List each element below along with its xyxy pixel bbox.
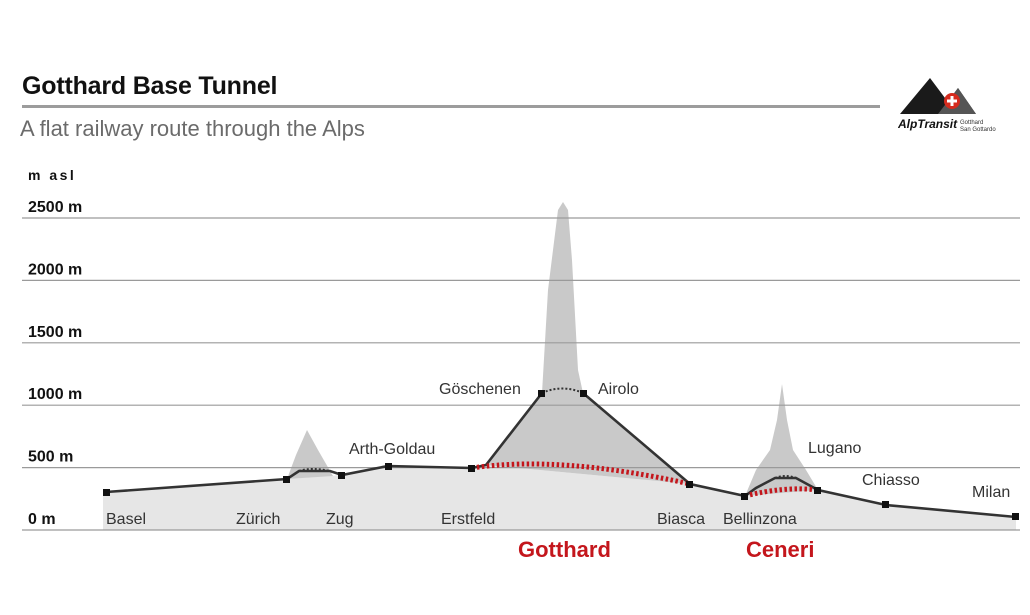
marker-bellinzona: [741, 493, 748, 500]
y-tick-label: 1000 m: [28, 386, 82, 403]
goschenen-airolo-tunnel: [541, 387, 584, 394]
station-label-basel: Basel: [106, 511, 146, 528]
station-label-goschenen: Göschenen: [439, 381, 521, 398]
station-label-zug: Zug: [326, 511, 354, 528]
marker-erstfeld: [468, 465, 475, 472]
station-markers: [103, 390, 1019, 520]
station-label-biasca: Biasca: [657, 511, 705, 528]
y-tick-label: 2000 m: [28, 261, 82, 278]
ground-area: [103, 465, 1016, 530]
station-label-bellinzona: Bellinzona: [723, 511, 797, 528]
station-label-chiasso: Chiasso: [862, 472, 920, 489]
y-tick-label: 500 m: [28, 449, 73, 466]
railway-line-south: [582, 392, 1017, 519]
station-label-erstfeld: Erstfeld: [441, 511, 495, 528]
gotthard-massif: [486, 202, 690, 484]
page-subtitle: A flat railway route through the Alps: [20, 116, 365, 141]
marker-goschenen: [538, 390, 545, 397]
alptransit-logo: AlpTransit Gotthard San Gottardo: [898, 78, 996, 133]
y-tick-label: 2500 m: [28, 199, 82, 216]
station-label-zurich: Zürich: [236, 511, 280, 528]
marker-airolo: [580, 390, 587, 397]
marker-zurich: [283, 476, 290, 483]
marker-lugano: [814, 487, 821, 494]
station-label-lugano: Lugano: [808, 440, 861, 457]
y-tick-label: 1500 m: [28, 324, 82, 341]
station-label-airolo: Airolo: [598, 381, 639, 398]
marker-milan: [1012, 513, 1019, 520]
logo-name: AlpTransit: [898, 117, 958, 131]
station-label-milan: Milan: [972, 484, 1010, 501]
title-divider: [22, 105, 880, 108]
tunnel-label-gotthard: Gotthard: [518, 537, 611, 562]
page-title: Gotthard Base Tunnel: [22, 72, 278, 100]
marker-arth-goldau: [385, 463, 392, 470]
ceneri-base-tunnel: [744, 486, 819, 499]
zug-mountain: [287, 430, 333, 479]
marker-chiasso: [882, 501, 889, 508]
axis-unit-label: m asl: [28, 167, 76, 183]
marker-zug: [338, 472, 345, 479]
station-label-arth-goldau: Arth-Goldau: [349, 441, 435, 458]
tunnel-label-ceneri: Ceneri: [746, 537, 814, 562]
marker-biasca: [686, 481, 693, 488]
gridlines: [22, 217, 1020, 531]
gotthard-base-tunnel: [471, 461, 691, 487]
y-tick-label: 0 m: [28, 511, 56, 528]
logo-sub2: San Gottardo: [960, 127, 996, 133]
marker-basel: [103, 489, 110, 496]
logo-sub1: Gotthard: [960, 120, 983, 126]
